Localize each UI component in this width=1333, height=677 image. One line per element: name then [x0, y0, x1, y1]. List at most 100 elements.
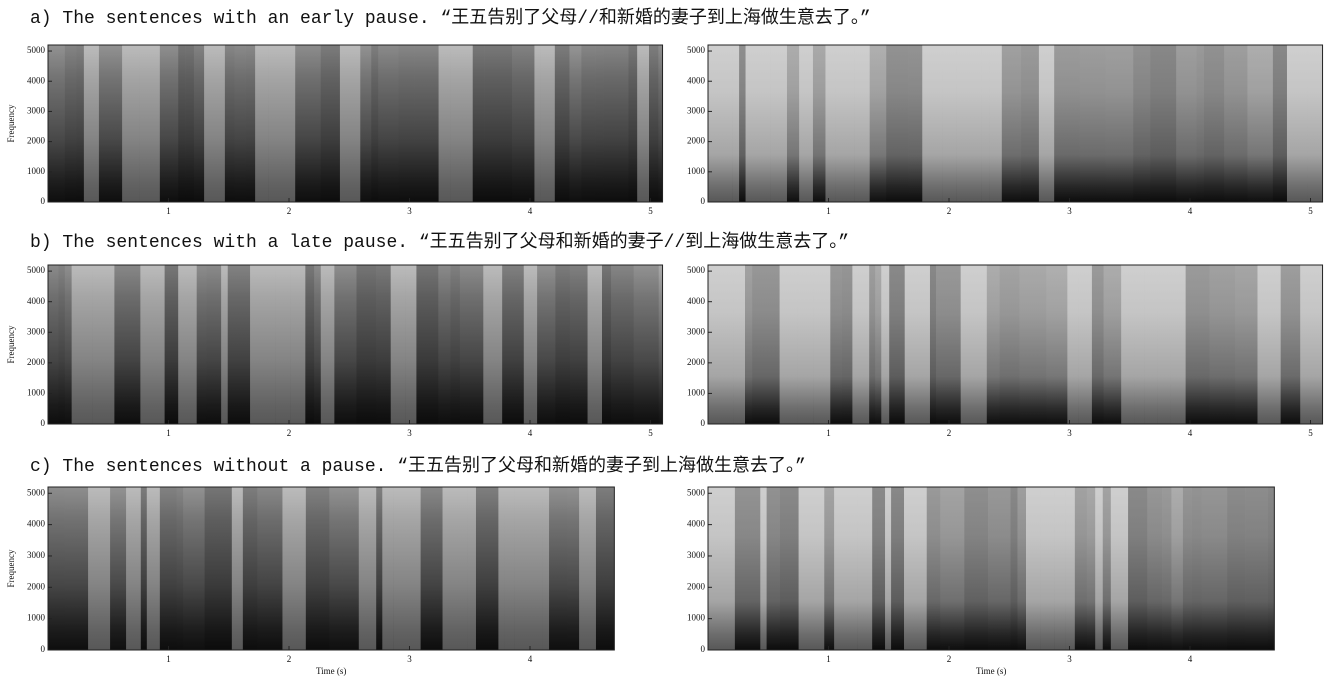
spectrogram-band — [339, 45, 361, 202]
spectrogram-band — [1074, 487, 1087, 650]
spectrogram-band — [1110, 487, 1129, 650]
spectrogram-band — [196, 265, 207, 424]
spectrogram-band — [1272, 45, 1287, 202]
spectrogram-band — [206, 265, 222, 424]
y-axis-label: Frequency — [6, 549, 16, 587]
spectrogram-band — [1046, 265, 1068, 424]
spectrogram-band — [414, 45, 439, 202]
x-tick-label: 3 — [407, 428, 412, 438]
spectrogram-band — [1019, 265, 1047, 424]
spectrogram — [48, 265, 663, 424]
spectrogram-band — [1040, 487, 1055, 650]
spectrogram-band — [1147, 487, 1163, 650]
spectrogram-band — [159, 45, 179, 202]
spectrogram-band — [185, 45, 194, 202]
spectrogram-band — [178, 265, 197, 424]
spectrogram-band — [595, 487, 615, 650]
spectrogram-band — [268, 45, 296, 202]
spectrogram-band — [1133, 45, 1151, 202]
spectrogram-band — [420, 487, 443, 650]
spectrogram-band — [988, 487, 1011, 650]
x-tick-label: 4 — [528, 654, 533, 664]
spectrogram-band — [358, 487, 377, 650]
spectrogram-band — [1267, 487, 1275, 650]
spectrogram-band — [841, 265, 853, 424]
spectrogram-band — [942, 45, 957, 202]
spectrogram-band — [356, 265, 377, 424]
spectrogram-band — [48, 265, 59, 424]
y-tick-label: 4000 — [687, 75, 706, 85]
spectrogram-band — [964, 487, 989, 650]
spectrogram — [48, 45, 663, 202]
y-tick-label: 0 — [701, 196, 706, 206]
spectrogram-band — [1017, 487, 1026, 650]
spectrogram-band — [869, 265, 876, 424]
spectrogram-band — [981, 45, 990, 202]
spectrogram-band — [438, 265, 451, 424]
y-tick-label: 1000 — [687, 387, 706, 397]
spectrogram-band — [854, 45, 870, 202]
y-tick-label: 5000 — [27, 265, 46, 275]
spectrogram — [708, 45, 1323, 202]
spectrogram-band — [875, 265, 882, 424]
spectrogram-band — [752, 265, 780, 424]
spectrogram-band — [290, 265, 306, 424]
y-tick-label: 2000 — [27, 581, 46, 591]
x-tick-label: 1 — [166, 206, 171, 216]
y-tick-label: 0 — [41, 196, 46, 206]
x-tick-label: 2 — [287, 428, 292, 438]
x-tick-label: 4 — [528, 428, 533, 438]
spectrogram-band — [255, 45, 269, 202]
spectrogram-band — [786, 45, 800, 202]
x-tick-label: 3 — [1067, 428, 1072, 438]
spectrogram-band — [221, 265, 228, 424]
spectrogram-band — [760, 487, 767, 650]
y-tick-label: 4000 — [27, 75, 46, 85]
spectrogram-band — [1128, 487, 1148, 650]
plot-frame — [707, 486, 1275, 651]
y-tick-label: 0 — [41, 644, 46, 654]
y-axis-label: Frequency — [6, 325, 16, 363]
spectrogram-band — [305, 265, 315, 424]
spectrogram-band — [376, 487, 383, 650]
spectrogram-band — [825, 45, 836, 202]
spectrogram-band — [649, 45, 659, 202]
spectrogram-band — [393, 487, 421, 650]
spectrogram-band — [110, 487, 127, 650]
spectrogram-band — [1280, 265, 1301, 424]
spectrogram-band — [204, 45, 225, 202]
y-tick-label: 5000 — [27, 487, 46, 497]
spectrogram-band — [579, 487, 596, 650]
y-tick-label: 2000 — [687, 136, 706, 146]
spectrogram-band — [835, 45, 855, 202]
plot-frame — [707, 44, 1324, 203]
spectrogram-band — [587, 265, 603, 424]
spectrogram-band — [542, 487, 550, 650]
y-tick-label: 3000 — [687, 550, 706, 560]
x-axis-label: Time (s) — [976, 666, 1006, 676]
panel-caption: a) The sentences with an early pause. “王… — [30, 7, 871, 29]
y-tick-label: 0 — [701, 644, 706, 654]
spectrogram-band — [732, 45, 740, 202]
x-tick-label: 2 — [947, 654, 952, 664]
spectrogram-band — [857, 487, 873, 650]
spectrogram-band — [1095, 487, 1103, 650]
spectrogram-band — [71, 265, 93, 424]
x-tick-label: 5 — [1308, 206, 1313, 216]
spectrogram-band — [1170, 265, 1186, 424]
spectrogram-band — [1025, 487, 1041, 650]
spectrogram-band — [126, 487, 141, 650]
spectrogram-band — [1086, 487, 1096, 650]
y-tick-label: 5000 — [687, 265, 706, 275]
spectrogram-band — [472, 45, 485, 202]
spectrogram-band — [183, 487, 205, 650]
spectrogram-band — [611, 265, 634, 424]
spectrogram-band — [569, 265, 588, 424]
spectrogram-band — [76, 45, 84, 202]
spectrogram-band — [1209, 265, 1236, 424]
y-tick-label: 3000 — [27, 105, 46, 115]
spectrogram-band — [514, 487, 543, 650]
spectrogram-band — [390, 265, 406, 424]
spectrogram-band — [936, 265, 961, 424]
